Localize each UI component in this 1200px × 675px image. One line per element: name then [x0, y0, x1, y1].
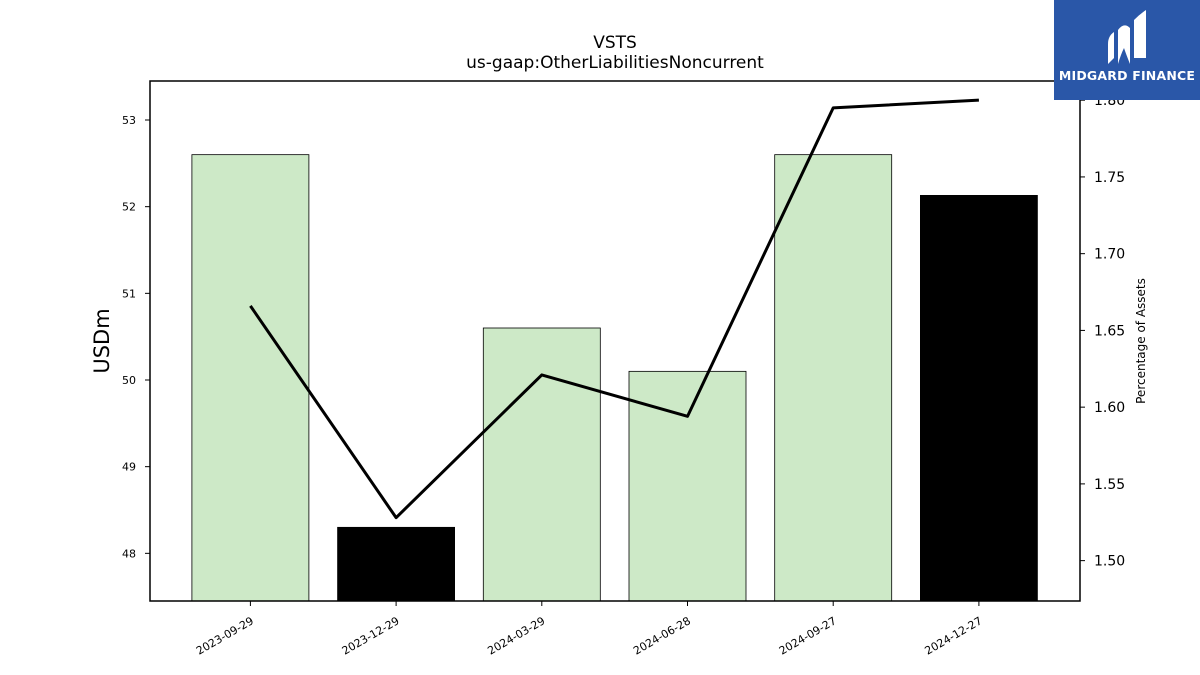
y-axis-label: USDm — [90, 308, 114, 373]
bar — [920, 194, 1038, 602]
y2-tick-label: 1.60 — [1094, 400, 1125, 416]
bar — [774, 154, 893, 602]
x-tick-label: 2024-06-28 — [631, 614, 693, 657]
y-tick-label: 52 — [122, 201, 136, 214]
plot-frame — [149, 80, 1081, 602]
y2-tick-label: 1.70 — [1094, 247, 1125, 263]
y-tick-label: 50 — [122, 374, 136, 387]
bar — [628, 370, 747, 602]
chart-title: VSTS — [593, 33, 637, 53]
bar — [191, 154, 310, 602]
y2-axis-label: Percentage of Assets — [1134, 278, 1148, 404]
x-tick-label: 2024-09-27 — [777, 614, 839, 657]
y-axis-right: 1.501.551.601.651.701.751.80 — [1080, 93, 1125, 570]
y2-tick-label: 1.55 — [1094, 477, 1125, 493]
x-tick-label: 2024-12-27 — [923, 614, 985, 657]
bar — [337, 526, 456, 602]
line-layer — [249, 98, 979, 520]
y-tick-label: 51 — [122, 287, 136, 300]
logo-text: MIDGARD FINANCE — [1058, 68, 1196, 83]
chart-subtitle: us-gaap:OtherLiabilitiesNoncurrent — [466, 53, 764, 73]
x-axis: 2023-09-29 2023-12-29 2024-03-29 2024-06-28… — [194, 601, 984, 658]
brand-logo: MIDGARD FINANCE — [1054, 0, 1200, 100]
y2-tick-label: 1.50 — [1094, 554, 1125, 570]
y-tick-label: 49 — [122, 461, 136, 474]
y2-tick-label: 1.65 — [1094, 323, 1125, 339]
y-tick-label: 53 — [122, 114, 136, 127]
y-axis-left: 48 49 50 51 52 53 — [122, 114, 150, 560]
series-line — [249, 98, 979, 520]
y-tick-label: 48 — [122, 547, 136, 560]
bar — [482, 327, 601, 602]
x-tick-label: 2023-12-29 — [340, 614, 402, 657]
bars-layer — [191, 154, 1038, 602]
x-tick-label: 2023-09-29 — [194, 614, 256, 657]
y2-tick-label: 1.75 — [1094, 170, 1125, 186]
midgard-logo-icon — [1108, 10, 1146, 64]
x-tick-label: 2024-03-29 — [485, 614, 547, 657]
